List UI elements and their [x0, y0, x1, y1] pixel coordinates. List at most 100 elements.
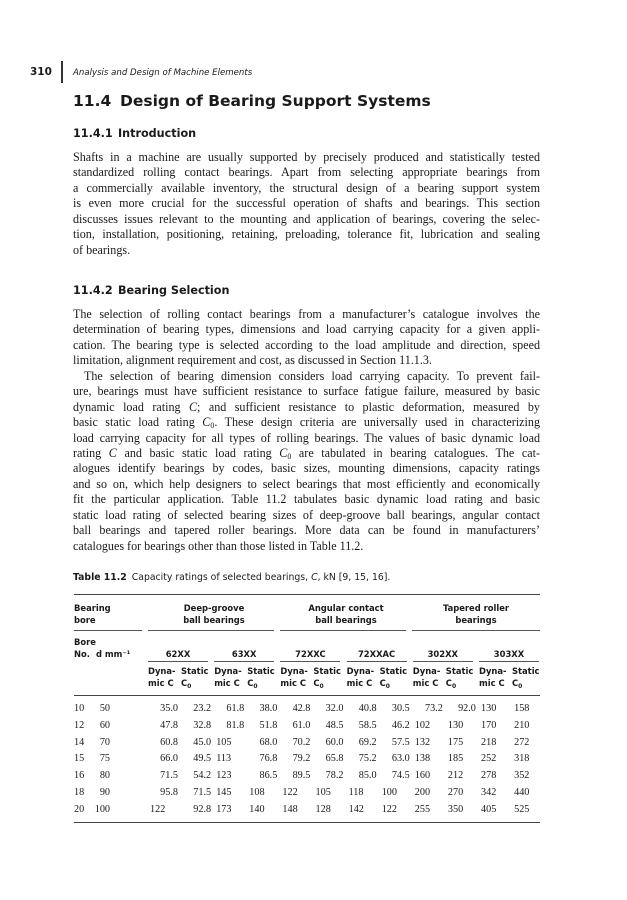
subsection-number: 11.4.2 — [73, 284, 113, 297]
static-symbol: C0 — [512, 678, 523, 690]
series-header-63XX: 63XX — [231, 649, 257, 659]
text-run: Shafts in a machine are usually supporte… — [73, 150, 540, 164]
series-header-72XXC: 72XXC — [295, 649, 326, 659]
rating-value: 255 — [414, 803, 431, 815]
text-line: static load rating of selected bearing s… — [73, 508, 540, 523]
static-c0-header: Static C0 — [181, 665, 209, 690]
static-symbol: C0 — [445, 678, 457, 690]
text-run: limitation, alignment requirement and co… — [73, 353, 432, 368]
table-label: Table 11.2 — [73, 572, 127, 583]
text-run: of bearings. — [73, 242, 131, 257]
text-line: The selection of bearing dimension consi… — [73, 369, 540, 384]
rating-value: 342 — [481, 787, 497, 798]
table-rule — [346, 661, 407, 662]
static-c0-header: Static C0 — [247, 665, 275, 690]
section-heading: 11.4 Design of Bearing Support Systems — [73, 92, 431, 110]
rating-value: 122 — [150, 803, 166, 815]
rating-value: 40.8 — [358, 703, 377, 714]
static-symbol: C0 — [247, 678, 258, 690]
group-header-2: Angular contact ball bearings — [308, 603, 384, 625]
rating-value: 105 — [315, 787, 331, 798]
rating-value: 86.5 — [259, 770, 278, 782]
rating-value: 350 — [447, 803, 464, 815]
text-line: limitation, alignment requirement and co… — [73, 353, 540, 368]
rating-value: 30.5 — [391, 703, 410, 714]
rating-value: 71.5 — [160, 770, 178, 782]
rating-value: 200 — [414, 787, 431, 798]
text-run: tion, installation, positioning, retaini… — [73, 227, 540, 242]
rating-value: 405 — [481, 803, 497, 815]
rating-value: 92.0 — [458, 703, 476, 714]
rating-value: 61.0 — [292, 719, 311, 731]
group-header-1: Deep-groove ball bearings — [183, 603, 245, 625]
rating-value: 113 — [216, 753, 232, 765]
text-line: alogues identify bearings by codes, basi… — [73, 461, 540, 476]
rating-value: 148 — [282, 803, 298, 815]
rating-value: 95.8 — [160, 787, 178, 798]
running-title: Analysis and Design of Machine Elements — [73, 68, 253, 78]
table-rule — [280, 630, 406, 631]
rating-value: 102 — [414, 719, 431, 731]
static-label: Static — [313, 666, 341, 676]
rating-value: 132 — [414, 736, 431, 748]
rating-value: 100 — [381, 787, 397, 798]
dynamic-c-header: Dyna-mic C — [346, 666, 375, 688]
dynamic-c-header: Dyna-mic C — [479, 666, 507, 688]
bore-diameter: 80 — [99, 770, 110, 782]
text-line: tion, installation, positioning, retaini… — [73, 227, 540, 242]
text-line: determination of bearing types, dimensio… — [73, 322, 540, 337]
subsection-title: Introduction — [118, 127, 197, 140]
rating-value: 218 — [481, 736, 497, 748]
rating-value: 60.0 — [325, 736, 344, 748]
rating-value: 318 — [514, 753, 530, 765]
text-run: a commercially available inventory, the … — [73, 180, 540, 195]
table-rule — [148, 630, 274, 631]
group-header-0: Bearing bore — [74, 603, 111, 625]
caption-text: Capacity ratings of selected bearings, — [131, 572, 312, 583]
rating-value: 79.2 — [292, 753, 311, 765]
rating-value: 105 — [216, 736, 232, 748]
text-line: dynamic load rating C; and sufficient re… — [73, 400, 540, 415]
text-run: are tabulated in bearing catalogues. The… — [291, 445, 540, 460]
text-line: is even more crucial for the successful … — [73, 196, 540, 211]
bore-diameter: 70 — [99, 736, 110, 748]
rating-value: 49.5 — [193, 753, 212, 765]
text-line: load carrying capacity for all types of … — [73, 431, 540, 446]
static-c0-header: Static C0 — [445, 665, 474, 690]
rating-value: 92.8 — [193, 803, 212, 815]
rating-value: 130 — [447, 719, 464, 731]
static-symbol: C0 — [313, 678, 324, 690]
text-line: Shafts in a machine are usually supporte… — [73, 150, 540, 165]
rating-value: 69.2 — [358, 736, 377, 748]
bore-diameter: 75 — [99, 753, 110, 765]
rating-value: 142 — [348, 803, 364, 815]
text-line: standardized rolling contact bearings. A… — [73, 165, 540, 180]
table-rule — [479, 661, 539, 662]
static-c0-header: Static C0 — [512, 665, 540, 690]
text-run: . These design criteria are universally … — [214, 415, 540, 430]
section-number: 11.4 — [73, 92, 112, 110]
table-rule — [74, 695, 540, 697]
text-line: basic static load rating C0. These desig… — [73, 415, 540, 430]
text-line: catalogues for bearings other than those… — [73, 539, 540, 554]
section-title: Design of Bearing Support Systems — [120, 92, 431, 110]
rating-value: 128 — [315, 803, 331, 815]
bore-number: 10 — [74, 703, 85, 714]
caption-text-end: , kN [9, 15, 16]. — [317, 572, 391, 583]
rating-value: 278 — [481, 770, 497, 782]
bore-diameter: 90 — [99, 787, 110, 798]
static-label: Static — [512, 666, 540, 676]
rating-value: 54.2 — [193, 770, 212, 782]
table-caption: Table 11.2 Capacity ratings of selected b… — [73, 572, 390, 583]
rating-value: 352 — [514, 770, 530, 782]
bore-diameter: 100 — [94, 803, 110, 815]
rating-value: 58.5 — [358, 719, 377, 731]
series-header-72XXAC: 72XXAC — [357, 649, 396, 659]
rating-value: 185 — [447, 753, 464, 765]
rating-value: 38.0 — [259, 703, 278, 714]
math-subscript: 0 — [210, 421, 215, 431]
series-header-302XX: 302XX — [427, 649, 458, 659]
text-run: standardized rolling contact bearings. A… — [73, 165, 540, 180]
dynamic-c-header: Dyna-mic C — [412, 666, 441, 688]
rating-value: 440 — [514, 787, 530, 798]
